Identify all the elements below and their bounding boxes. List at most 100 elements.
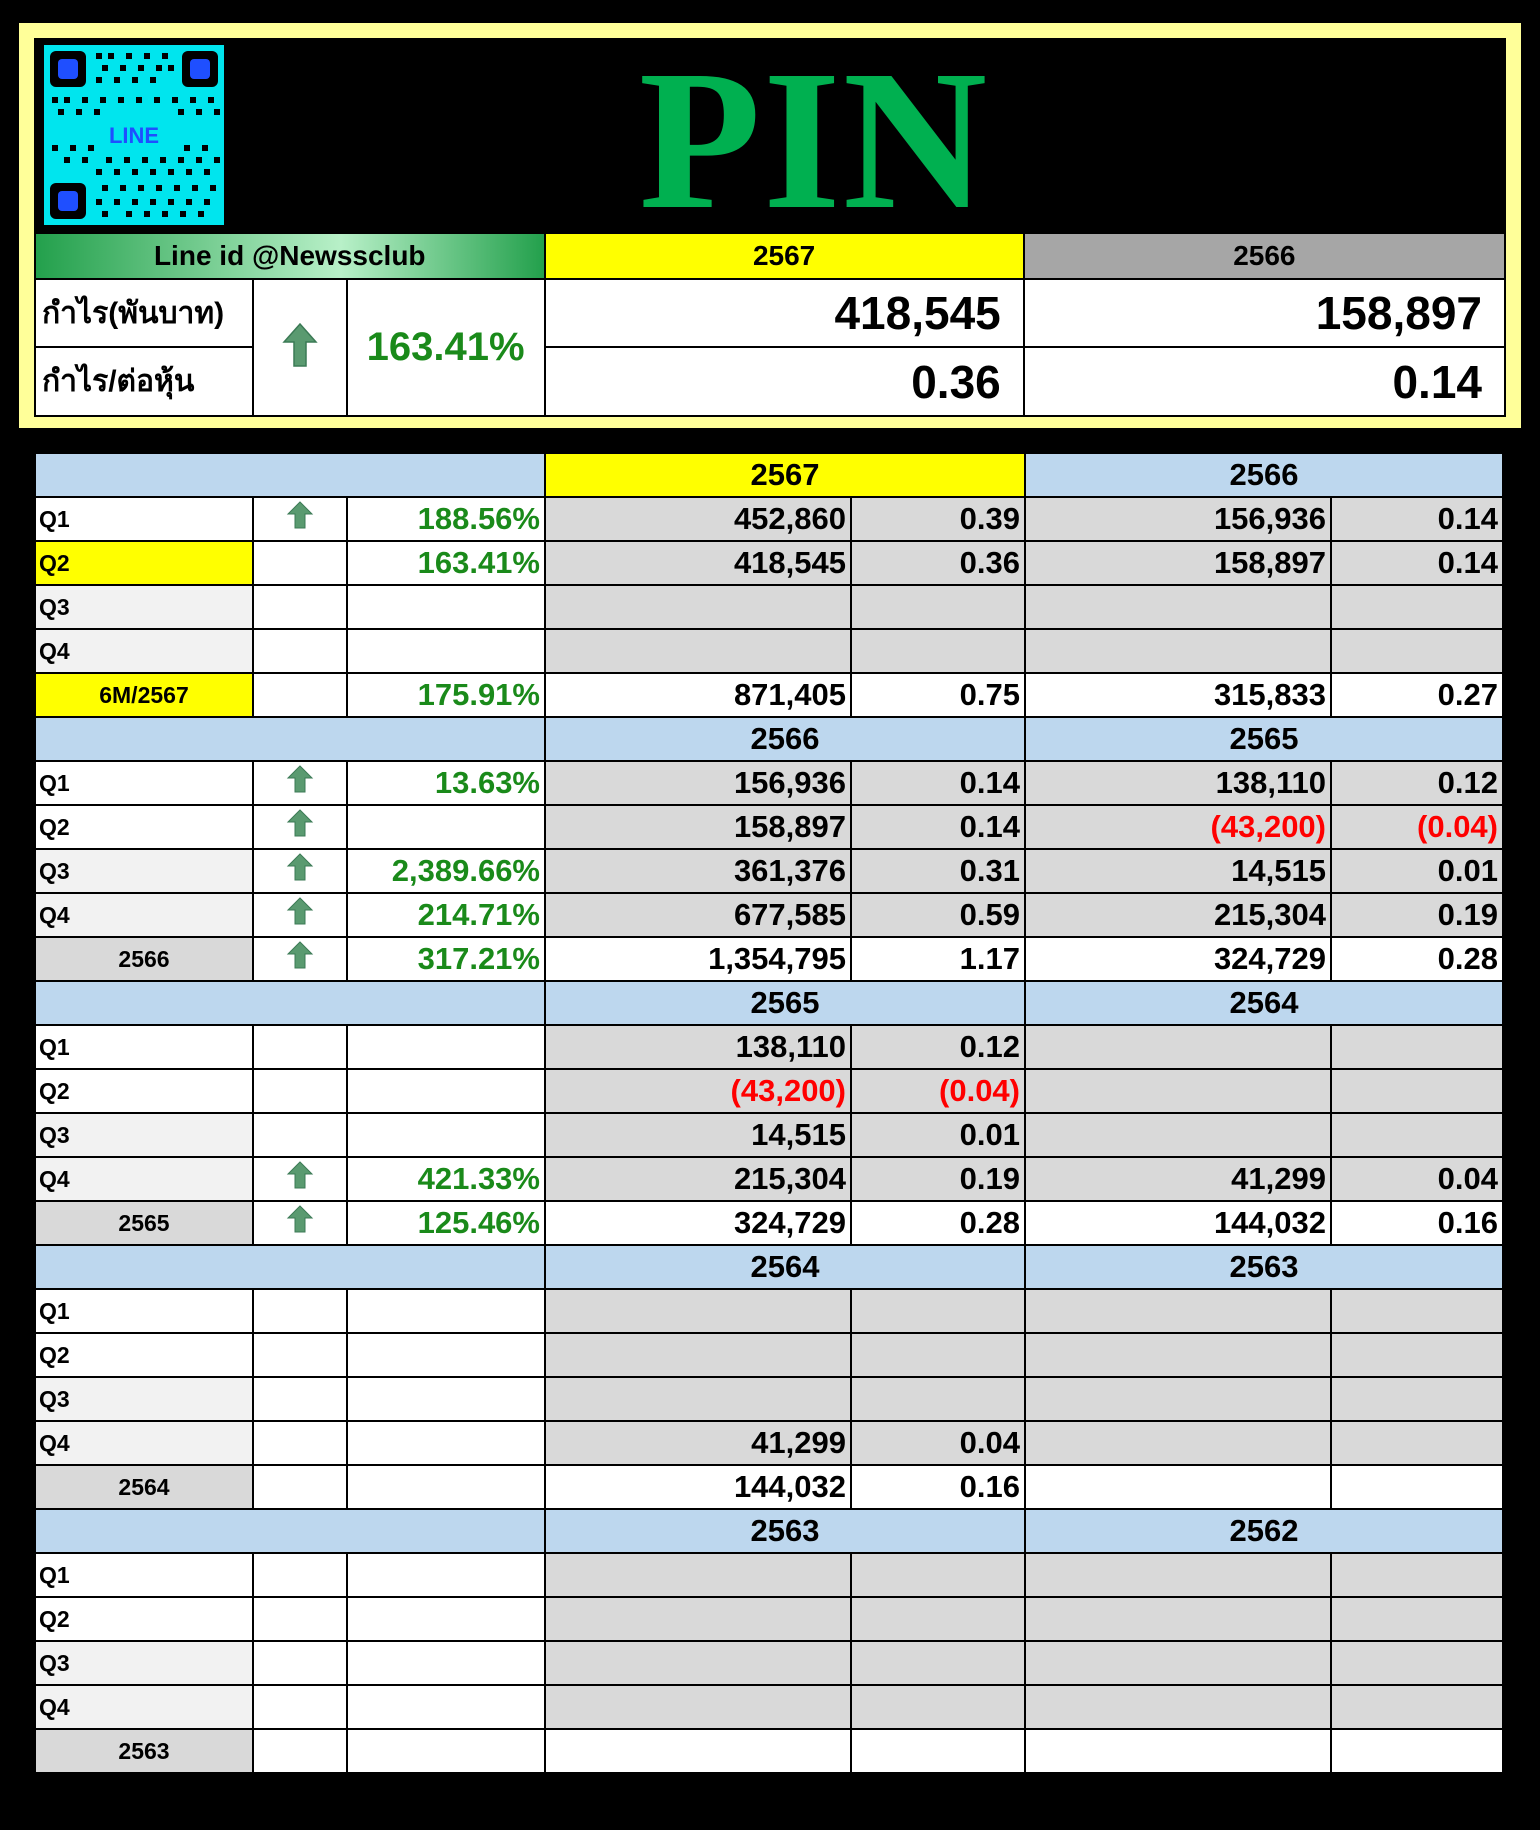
row-label: Q1	[34, 1024, 254, 1070]
quarter-row: Q3	[34, 584, 1504, 630]
arrow-cell	[252, 760, 348, 806]
up-arrow-icon	[286, 1161, 314, 1189]
profit-b	[1024, 1376, 1332, 1422]
quarter-row: Q2 163.41% 418,545 0.36 158,897 0.14	[34, 540, 1504, 586]
eps-a	[850, 1640, 1026, 1686]
arrow-cell	[252, 1156, 348, 1202]
profit-b: 156,936	[1024, 496, 1332, 542]
eps-b: 0.16	[1330, 1200, 1504, 1246]
quarter-row: Q1 188.56% 452,860 0.39 156,936 0.14	[34, 496, 1504, 542]
line-id-cell[interactable]: Line id @Newssclub	[34, 232, 546, 280]
eps-b	[1330, 1684, 1504, 1730]
eps-b	[1330, 1024, 1504, 1070]
profit-b: 215,304	[1024, 892, 1332, 938]
summary-profit-previous: 158,897	[1022, 278, 1507, 348]
arrow-cell	[252, 1728, 348, 1774]
header-panel: LINE PIN Line id @Newssclub 2567 2566 กำ…	[19, 23, 1521, 428]
change-percent: 163.41%	[346, 540, 546, 586]
eps-b: 0.14	[1330, 496, 1504, 542]
quarter-row: Q3 14,515 0.01	[34, 1112, 1504, 1158]
quarter-row: Q1	[34, 1552, 1504, 1598]
profit-a: 677,585	[544, 892, 852, 938]
eps-a	[850, 628, 1026, 674]
change-percent	[346, 1068, 546, 1114]
profit-b	[1024, 628, 1332, 674]
up-arrow-icon	[282, 322, 318, 367]
row-label: Q4	[34, 628, 254, 674]
profit-a: 324,729	[544, 1200, 852, 1246]
arrow-cell	[252, 584, 348, 630]
eps-a: 1.17	[850, 936, 1026, 982]
profit-b	[1024, 1112, 1332, 1158]
arrow-cell	[252, 672, 348, 718]
change-percent	[346, 1640, 546, 1686]
arrow-cell	[252, 1596, 348, 1642]
profit-a: 215,304	[544, 1156, 852, 1202]
eps-a: 0.31	[850, 848, 1026, 894]
quarter-row: Q3	[34, 1376, 1504, 1422]
qr-line-label: LINE	[108, 123, 160, 148]
up-arrow-icon	[286, 501, 314, 529]
summary-year-current: 2567	[543, 232, 1025, 280]
quarter-row: Q4	[34, 1684, 1504, 1730]
arrow-cell	[252, 1684, 348, 1730]
profit-a	[544, 1640, 852, 1686]
row-label: Q2	[34, 540, 254, 586]
arrow-cell	[252, 892, 348, 938]
eps-b	[1330, 1464, 1504, 1510]
up-arrow-icon	[286, 853, 314, 881]
row-label: Q4	[34, 1156, 254, 1202]
change-percent	[346, 1684, 546, 1730]
up-arrow-icon	[286, 765, 314, 793]
eps-a: 0.01	[850, 1112, 1026, 1158]
row-label: 2565	[34, 1200, 254, 1246]
eps-a	[850, 584, 1026, 630]
profit-b	[1024, 1728, 1332, 1774]
qr-code[interactable]: LINE	[44, 45, 224, 225]
change-percent	[346, 1728, 546, 1774]
row-label: Q4	[34, 892, 254, 938]
up-arrow-icon	[286, 1205, 314, 1233]
profit-b: (43,200)	[1024, 804, 1332, 850]
eps-a: 0.16	[850, 1464, 1026, 1510]
eps-b: (0.04)	[1330, 804, 1504, 850]
eps-b	[1330, 1332, 1504, 1378]
total-row: 2563	[34, 1728, 1504, 1774]
profit-a: 1,354,795	[544, 936, 852, 982]
summary-profit-current: 418,545	[543, 278, 1025, 348]
profit-a: 361,376	[544, 848, 852, 894]
quarter-row: Q3 2,389.66% 361,376 0.31 14,515 0.01	[34, 848, 1504, 894]
section-year-a: 2564	[544, 1244, 1026, 1290]
profit-b	[1024, 1596, 1332, 1642]
arrow-cell	[252, 540, 348, 586]
quarterly-table: 2567 2566 Q1 188.56% 452,860 0.39 156,936 0.14 Q…	[34, 452, 1504, 1774]
row-label: 2566	[34, 936, 254, 982]
eps-b	[1330, 1596, 1504, 1642]
profit-a	[544, 1288, 852, 1334]
change-percent	[346, 584, 546, 630]
profit-b	[1024, 1420, 1332, 1466]
profit-label: กำไร(พันบาท)	[34, 278, 254, 348]
eps-a	[850, 1552, 1026, 1598]
eps-label: กำไร/ต่อหุ้น	[34, 346, 254, 417]
eps-a	[850, 1332, 1026, 1378]
eps-a	[850, 1684, 1026, 1730]
arrow-cell	[252, 628, 348, 674]
arrow-cell	[252, 1552, 348, 1598]
change-percent: 13.63%	[346, 760, 546, 806]
arrow-cell	[252, 848, 348, 894]
total-row: 6M/2567 175.91% 871,405 0.75 315,833 0.27	[34, 672, 1504, 718]
arrow-cell	[252, 936, 348, 982]
quarter-row: Q4 41,299 0.04	[34, 1420, 1504, 1466]
eps-a	[850, 1596, 1026, 1642]
section-header-row: 2567 2566	[34, 452, 1504, 498]
quarter-row: Q2	[34, 1332, 1504, 1378]
total-row: 2564 144,032 0.16	[34, 1464, 1504, 1510]
row-label: Q2	[34, 1332, 254, 1378]
section-year-a: 2566	[544, 716, 1026, 762]
row-label: Q4	[34, 1684, 254, 1730]
change-percent	[346, 1112, 546, 1158]
change-percent	[346, 1420, 546, 1466]
section-header-row: 2566 2565	[34, 716, 1504, 762]
eps-a: 0.14	[850, 804, 1026, 850]
